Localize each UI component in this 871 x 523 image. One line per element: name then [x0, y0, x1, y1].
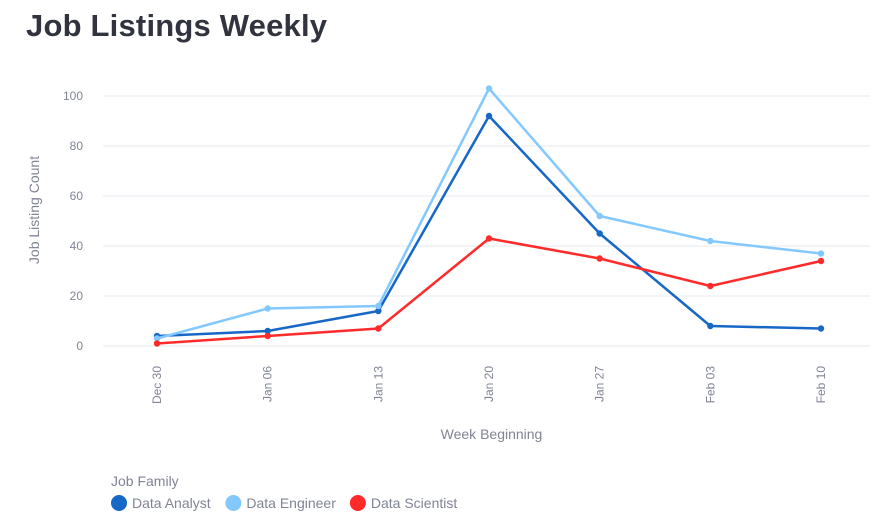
y-tick-label: 100: [63, 89, 83, 103]
x-tick-label: Jan 20: [482, 366, 496, 402]
chart-title: Job Listings Weekly: [26, 8, 328, 43]
legend-item-data-analyst[interactable]: Data Analyst: [111, 495, 211, 511]
data-point[interactable]: [707, 282, 714, 290]
data-point[interactable]: [375, 325, 382, 332]
x-tick-label: Feb 03: [703, 366, 717, 404]
legend-swatch: [349, 495, 366, 511]
series-line: [156, 114, 822, 338]
data-point[interactable]: [485, 112, 493, 120]
x-tick-label: Jan 13: [371, 366, 385, 402]
data-point[interactable]: [264, 332, 271, 340]
legend-swatch: [111, 495, 127, 511]
y-axis: 0 20 40 60 80 100: [63, 89, 83, 353]
legend: Job Family Data Analyst Data Engineer Data…: [111, 473, 457, 511]
x-axis-title: Week Beginning: [441, 426, 543, 442]
legend-swatch: [225, 495, 242, 511]
legend-label: Data Engineer: [246, 495, 336, 511]
series-data-scientist: [153, 235, 825, 347]
x-tick-label: Dec 30: [150, 366, 164, 404]
legend-label: Data Scientist: [371, 495, 457, 511]
data-point[interactable]: [153, 340, 161, 347]
data-point[interactable]: [817, 250, 825, 257]
series-lines: [153, 85, 825, 347]
data-point[interactable]: [817, 257, 825, 265]
data-point[interactable]: [817, 325, 825, 332]
y-axis-title: Job Listing Count: [26, 156, 42, 264]
x-tick-label: Jan 27: [593, 366, 607, 402]
x-tick-label: Jan 06: [261, 366, 275, 402]
data-point[interactable]: [375, 302, 382, 310]
data-point[interactable]: [375, 307, 382, 315]
data-point[interactable]: [707, 237, 714, 245]
series-data-engineer: [153, 85, 825, 342]
legend-label: Data Analyst: [132, 495, 211, 511]
y-tick-label: 60: [70, 189, 84, 203]
data-point[interactable]: [707, 322, 714, 330]
series-data-analyst: [153, 112, 825, 340]
series-line: [156, 237, 822, 345]
x-axis: Dec 30 Jan 06 Jan 13 Jan 20 Jan 27 Feb 03 Feb …: [150, 366, 828, 404]
data-point[interactable]: [264, 305, 271, 312]
data-point[interactable]: [596, 255, 603, 262]
legend-item-data-scientist[interactable]: Data Scientist: [349, 495, 457, 511]
x-tick-label: Feb 10: [814, 366, 828, 404]
series-line: [156, 87, 822, 340]
legend-item-data-engineer[interactable]: Data Engineer: [225, 495, 336, 511]
y-tick-label: 20: [70, 289, 84, 303]
y-tick-label: 0: [76, 339, 83, 353]
y-tick-label: 40: [70, 239, 84, 253]
data-point[interactable]: [485, 235, 493, 242]
data-point[interactable]: [153, 335, 161, 342]
gridlines: [103, 95, 870, 347]
legend-title: Job Family: [111, 473, 179, 489]
data-point[interactable]: [485, 85, 493, 92]
y-tick-label: 80: [70, 139, 84, 153]
data-point[interactable]: [596, 230, 603, 237]
data-point[interactable]: [264, 327, 271, 335]
data-point[interactable]: [596, 212, 603, 220]
